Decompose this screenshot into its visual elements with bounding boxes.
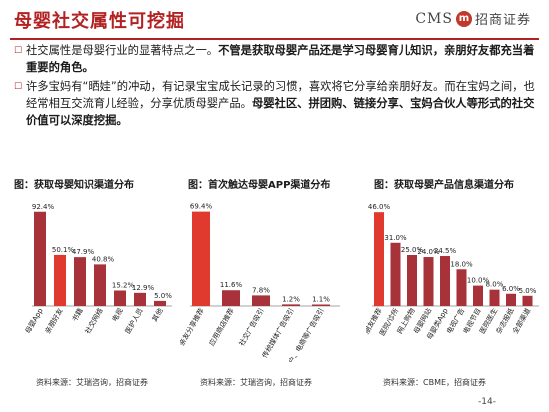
data-label: 15.2% [112, 281, 135, 289]
bar-母婴网站 [423, 257, 434, 306]
category-label: 书籍 [70, 307, 85, 324]
category-label: 社交广告吸引 [237, 307, 266, 348]
bullet-text: 许多宝妈有“晒娃”的冲动，有记录宝宝成长记录的习惯，喜欢将它分享给亲朋好友。而在… [26, 78, 536, 129]
bullet-bold-text: 母婴社区、拼团购、链接分享、宝妈合伙人等形式的社交价值可以深度挖掘。 [26, 97, 535, 127]
category-label: 社交网络 [83, 307, 105, 336]
data-label: 69.4% [190, 203, 213, 211]
brand-name: 招商证券 [474, 13, 531, 28]
bar-亲友分享推荐 [192, 211, 210, 306]
bullet-item: ☐ 许多宝妈有“晒娃”的冲动，有记录宝宝成长记录的习惯，喜欢将它分享给亲朋好友。… [14, 78, 536, 129]
data-label: 1.1% [312, 296, 330, 304]
bullet-bold-text: 不管是获取母婴产品还是学习母婴育儿知识，亲朋好友都充当着重要的角色。 [26, 44, 535, 74]
data-label: 24.5% [434, 247, 457, 255]
category-label: 亲朋好友 [43, 307, 65, 336]
category-label: 应用商店推荐 [207, 307, 236, 348]
data-label: 5.0% [154, 292, 172, 300]
category-label: 医护人员 [123, 307, 145, 336]
data-label: 46.0% [368, 203, 391, 211]
category-label: 电视 [110, 307, 125, 324]
bullet-text: 社交属性是母婴行业的显著特点之一。不管是获取母婴产品还是学习母婴育儿知识，亲朋好… [26, 42, 536, 76]
bar-母婴类App [440, 256, 450, 306]
bar-电视 [114, 290, 126, 306]
brand-logo-block: CMS m 招商证券 [415, 9, 531, 28]
chart-product-info-channels: 46.0%朋友推荐31.0%医院/诊所25.0%网上购物24.0%母婴网站24.… [366, 203, 539, 341]
data-label: 6.0% [502, 285, 520, 293]
checkbox-bullet-icon: ☐ [14, 82, 23, 92]
bar-网上购物 [407, 255, 417, 306]
bar-母婴App [34, 211, 46, 306]
data-label: 1.2% [282, 295, 300, 303]
bar-电视节目 [473, 285, 483, 306]
chart-title-knowledge: 图：获取母婴知识渠道分布 [14, 180, 134, 191]
data-label: 12.9% [132, 284, 155, 292]
bullet-plain-text: 社交属性是母婴行业的显著特点之一。 [26, 44, 219, 57]
bar-全部渠道 [522, 295, 533, 306]
bar-应用商店推荐 [222, 290, 240, 306]
header-divider [10, 38, 539, 40]
bar-朋友推荐 [374, 212, 384, 306]
bar-医院医生 [489, 289, 500, 306]
bar-社交网络 [94, 264, 106, 306]
category-label: 传统媒体广告吸引 [260, 307, 296, 360]
bar-社交广告吸引 [252, 295, 270, 306]
data-label: 50.1% [52, 246, 75, 254]
bar-杂志报纸 [506, 293, 516, 306]
data-label: 7.8% [252, 286, 270, 294]
bar-其他 [154, 300, 166, 306]
category-label: 亲友分享推荐 [180, 307, 206, 348]
source-note-app: 资料来源：艾瑞咨询，招商证券 [200, 378, 312, 387]
data-label: 47.9% [72, 248, 95, 256]
data-label: 11.6% [220, 281, 243, 289]
data-label: 31.0% [384, 234, 407, 242]
data-label: 40.8% [92, 255, 115, 263]
bar-亲朋好友 [54, 254, 66, 306]
bar-医院/诊所 [390, 242, 401, 306]
data-label: 92.4% [32, 203, 55, 211]
data-label: 8.0% [486, 281, 504, 289]
bullet-list: ☐ 社交属性是母婴行业的显著特点之一。不管是获取母婴产品还是学习母婴育儿知识，亲… [14, 42, 536, 131]
page-number: -14- [478, 397, 496, 407]
bar-传统媒体广告吸引 [282, 304, 300, 306]
bar-电视广告 [456, 269, 467, 306]
bar-医护人员 [134, 292, 146, 306]
data-label: 10.0% [467, 277, 490, 285]
chart-title-app: 图：首次触达母婴APP渠道分布 [188, 180, 331, 191]
data-label: 5.0% [519, 287, 537, 295]
chart-app-first-touch: 69.4% 亲友分享推荐 11.6% 应用商店推荐 7.8% 社交广告吸引 1.2% 传统媒体… [180, 203, 340, 362]
data-label: 24.0% [417, 248, 440, 256]
data-label: 25.0% [401, 246, 424, 254]
chart-knowledge-channels: 92.4% 母婴App 50.1% 亲朋好友 47.9% 书籍 40.8% 社交网络 15.2%… [24, 203, 172, 336]
source-note-product: 资料来源：CBME，招商证券 [383, 378, 487, 387]
slide-title: 母婴社交属性可挖掘 [14, 11, 185, 32]
category-label: 其他 [150, 307, 165, 324]
category-label: 母婴App [24, 307, 45, 335]
bullet-plain-text: 许多宝妈有“晒娃”的冲动，有记录宝宝成长记录的习惯，喜欢将它分享给亲朋好友。而在… [26, 80, 535, 110]
bar-书籍 [74, 257, 86, 306]
bullet-item: ☐ 社交属性是母婴行业的显著特点之一。不管是获取母婴产品还是学习母婴育儿知识，亲… [14, 42, 536, 76]
source-note-knowledge: 资料来源：艾瑞咨询，招商证券 [36, 378, 148, 387]
brand-text: CMS [415, 10, 453, 27]
data-label: 18.0% [450, 260, 473, 268]
bar-门户、电商等广告吸引 [312, 304, 330, 306]
checkbox-bullet-icon: ☐ [14, 46, 23, 56]
brand-logo-icon: m [455, 10, 472, 27]
chart-title-product: 图：获取母婴产品信息渠道分布 [374, 180, 514, 191]
